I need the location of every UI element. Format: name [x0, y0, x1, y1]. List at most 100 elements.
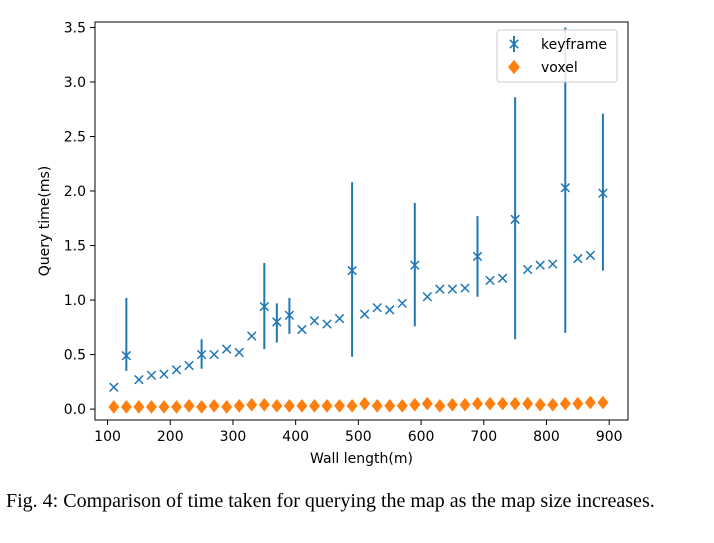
keyframe-point [259, 301, 270, 312]
voxel-point [308, 398, 320, 413]
x-tick-label: 600 [408, 429, 435, 445]
x-tick-label: 800 [533, 429, 560, 445]
keyframe-point [146, 370, 157, 381]
legend-voxel-marker [508, 59, 520, 75]
voxel-point [145, 400, 157, 414]
keyframe-point [247, 331, 257, 341]
voxel-point [158, 400, 170, 414]
chart-svg: 100 200 300 400 500 600 700 800 900 0.0 0.5 1.0 1.5 2… [37, 20, 629, 467]
legend-voxel-label: voxel [541, 60, 578, 76]
keyframe-point [221, 344, 232, 354]
keyframe-point [184, 360, 194, 371]
x-tick-label: 700 [470, 429, 497, 445]
legend-keyframe-label: keyframe [541, 37, 607, 53]
x-tick-label: 300 [220, 429, 247, 445]
voxel-point [321, 398, 333, 413]
voxel-point [572, 396, 584, 411]
keyframe-point [560, 183, 571, 193]
voxel-point [459, 397, 471, 412]
figure-caption: Fig. 4: Comparison of time taken for que… [6, 490, 655, 512]
voxel-point [271, 398, 283, 413]
voxel-point [258, 397, 270, 412]
x-axis-label: Wall length(m) [310, 451, 413, 467]
voxel-point [120, 400, 132, 414]
voxel-point [597, 395, 609, 410]
voxel-point [446, 397, 458, 412]
voxel-point [196, 400, 208, 414]
keyframe-point [522, 264, 533, 275]
voxel-point [108, 400, 120, 414]
voxel-point [509, 396, 521, 411]
legend-keyframe-marker [509, 39, 519, 49]
voxel-point [334, 398, 346, 413]
voxel-point [246, 397, 258, 412]
keyframe-point [284, 310, 295, 321]
keyframe-point [322, 319, 332, 329]
keyframe-point [585, 250, 596, 261]
voxel-point [421, 396, 433, 411]
voxel-point [484, 396, 496, 411]
voxel-point [584, 395, 596, 410]
keyframe-point [472, 251, 483, 262]
keyframe-point [209, 349, 219, 360]
keyframe-point [598, 188, 608, 198]
legend-box [496, 29, 618, 83]
keyframe-point [384, 305, 395, 315]
keyframe-point [196, 349, 207, 360]
keyframe-point [372, 302, 382, 313]
keyframe-point [447, 284, 458, 294]
voxel-point [371, 398, 383, 413]
y-tick-label: 1.0 [64, 293, 86, 309]
y-tick-label: 3.5 [64, 20, 86, 36]
keyframe-point [347, 265, 357, 276]
keyframe-point [359, 309, 370, 319]
x-tick-label: 100 [94, 429, 121, 445]
voxel-point [221, 400, 233, 414]
voxel-point [283, 398, 295, 413]
voxel-point [346, 398, 358, 413]
keyframe-point [435, 284, 445, 294]
keyframe-point [334, 313, 345, 324]
plot-frame [94, 21, 629, 421]
y-tick-label: 0.0 [64, 402, 86, 418]
chart-figure: 100 200 300 400 500 600 700 800 900 0.0 0.5 1.0 1.5 2… [37, 20, 629, 467]
voxel-point [296, 398, 308, 413]
keyframe-point [272, 317, 282, 327]
keyframe-point [121, 350, 132, 361]
voxel-point [384, 398, 396, 413]
voxel-point [133, 400, 145, 414]
voxel-point [471, 396, 484, 411]
keyframe-point [234, 347, 244, 358]
keyframe-point [548, 259, 558, 269]
x-tick-label: 900 [596, 429, 623, 445]
y-tick-label: 2.0 [64, 184, 86, 200]
keyframe-point [497, 273, 508, 283]
keyframe-point [397, 298, 407, 309]
voxel-point [208, 398, 220, 413]
x-tick-label: 400 [282, 429, 309, 445]
keyframe-point [422, 292, 433, 302]
y-tick-label: 2.5 [64, 129, 86, 145]
keyframe-point [297, 324, 307, 335]
keyframe-point [573, 253, 583, 264]
x-tick-label: 200 [157, 429, 184, 445]
keyframe-point [535, 260, 545, 270]
y-tick-label: 0.5 [64, 348, 86, 364]
voxel-point [170, 400, 183, 414]
x-tick-label: 500 [345, 429, 372, 445]
y-axis-label: Query time(ms) [37, 166, 53, 276]
y-tick-label: 3.0 [64, 75, 86, 91]
voxel-point [183, 398, 195, 413]
keyframe-point [460, 283, 470, 293]
voxel-point [497, 396, 509, 411]
keyframe-point [410, 260, 420, 270]
keyframe-point [485, 275, 495, 286]
keyframe-point [510, 214, 520, 225]
keyframe-point [309, 316, 320, 326]
y-tick-label: 1.5 [64, 239, 86, 255]
keyframe-point [159, 369, 169, 379]
voxel-point [434, 398, 446, 413]
voxel-point [396, 398, 408, 413]
voxel-point [559, 396, 571, 411]
voxel-point [534, 397, 546, 412]
